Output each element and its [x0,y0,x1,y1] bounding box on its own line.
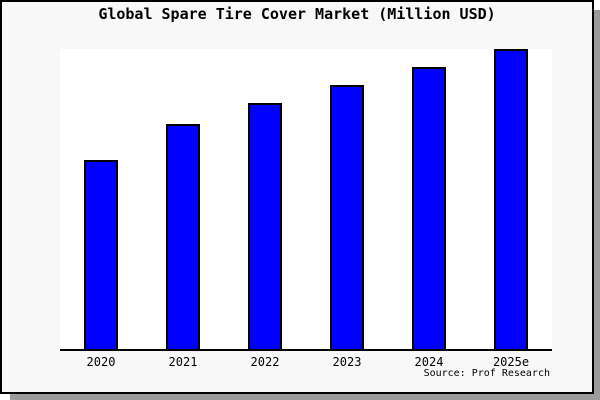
x-tick-label: 2022 [250,355,280,369]
chart-box: Global Spare Tire Cover Market (Million … [0,0,594,394]
bar-2020 [84,160,118,349]
x-tick-label: 2020 [86,355,116,369]
x-tick-label: 2024 [414,355,444,369]
bar-2025e [494,49,528,349]
x-axis: 2020 2021 2022 2023 2024 2025e [60,355,552,370]
bar-2022 [248,103,282,349]
bar-2021 [166,124,200,349]
bar-2023 [330,85,364,349]
source-credit: Source: Prof Research [423,368,550,379]
bar-2024 [412,67,446,349]
x-tick-label: 2023 [332,355,362,369]
chart-title: Global Spare Tire Cover Market (Million … [98,5,496,23]
x-tick-label: 2021 [168,355,198,369]
x-tick-label: 2025e [492,355,530,369]
plot-area [60,49,552,351]
